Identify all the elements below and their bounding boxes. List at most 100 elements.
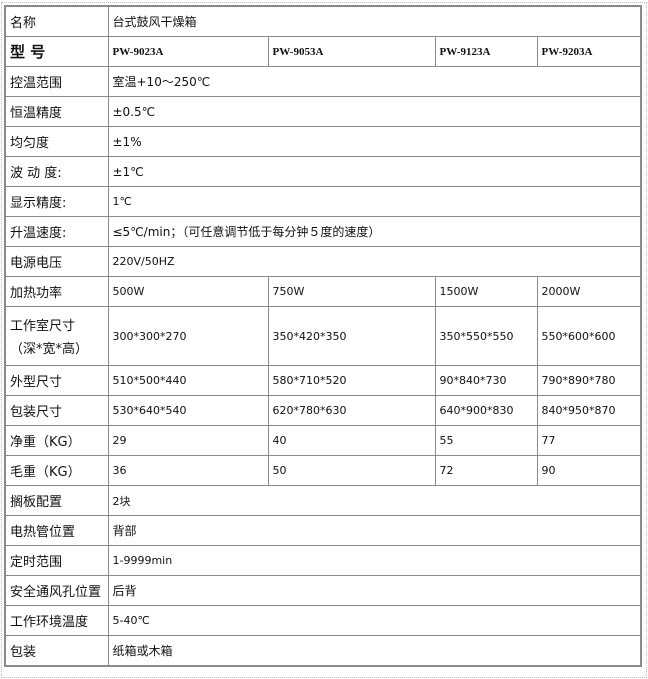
cell-value: 36: [107, 455, 269, 486]
row-label-text: 电源电压: [10, 256, 63, 271]
cell-value: 350*550*550: [434, 306, 538, 366]
cell-value: 29: [107, 425, 269, 456]
row-label-text: 搁板配置: [10, 495, 63, 510]
cell-value: 后背: [107, 575, 642, 606]
row-label: 波 动 度:: [4, 156, 109, 187]
row-label: 电热管位置: [4, 515, 109, 546]
table-row: 安全通风孔位置 后背: [4, 575, 642, 606]
cell-value: ≤5℃/min；（可任意调节低于每分钟５度的速度）: [107, 216, 642, 247]
row-label: 工作环境温度: [4, 605, 109, 636]
table-row: 搁板配置 2块: [4, 485, 642, 516]
cell-value: 840*950*870: [536, 395, 642, 426]
table-row: 电热管位置 背部: [4, 515, 642, 546]
cell-value: 1℃: [107, 186, 642, 217]
row-label: 安全通风孔位置: [4, 575, 109, 606]
row-label: 控温范围: [4, 66, 109, 97]
cell-value: 350*420*350: [267, 306, 436, 366]
cell-value: 640*900*830: [434, 395, 538, 426]
cell-value: 220V/50HZ: [107, 246, 642, 277]
cell-value: 2000W: [536, 276, 642, 307]
row-label: 均匀度: [4, 126, 109, 157]
row-label: 搁板配置: [4, 485, 109, 516]
cell-value: 72: [434, 455, 538, 486]
table-row: 名称 台式鼓风干燥箱: [4, 5, 642, 37]
table-row: 加热功率 500W 750W 1500W 2000W: [4, 276, 642, 307]
cell-value: ±1%: [107, 126, 642, 157]
table-row: 波 动 度: ±1℃: [4, 156, 642, 187]
row-label-text: 定时范围: [10, 555, 63, 570]
row-label-text: 外型尺寸: [10, 375, 63, 390]
cell-value: 台式鼓风干燥箱: [107, 5, 642, 37]
cell-value: 40: [267, 425, 436, 456]
row-label: 恒温精度: [4, 96, 109, 127]
cell-value: 55: [434, 425, 538, 456]
table-row: 工作环境温度 5-40℃: [4, 605, 642, 636]
table-row: 恒温精度 ±0.5℃: [4, 96, 642, 127]
row-label: 加热功率: [4, 276, 109, 307]
row-label-text: 净重（KG）: [10, 435, 81, 450]
spec-table: 名称 台式鼓风干燥箱型 号 PW-9023A PW-9053A PW-9123A PW-9…: [4, 5, 642, 667]
cell-value: PW-9123A: [434, 36, 538, 67]
row-label: 工作室尺寸 （深*宽*高）: [4, 306, 109, 366]
row-label-text: 均匀度: [10, 136, 50, 151]
row-label: 定时范围: [4, 545, 109, 576]
row-label-text: 名称: [10, 16, 37, 31]
cell-value: 510*500*440: [107, 365, 269, 396]
row-label-text: 加热功率: [10, 286, 63, 301]
row-label-text: 型 号: [10, 43, 46, 61]
cell-value: 580*710*520: [267, 365, 436, 396]
cell-value: 550*600*600: [536, 306, 642, 366]
table-row: 毛重（KG） 36 50 72 90: [4, 455, 642, 486]
cell-value: 530*640*540: [107, 395, 269, 426]
cell-value: 纸箱或木箱: [107, 635, 642, 667]
table-row: 定时范围 1-9999min: [4, 545, 642, 576]
row-label-sub: （深*宽*高）: [10, 342, 89, 357]
row-label-text: 电热管位置: [10, 525, 76, 540]
cell-value: 77: [536, 425, 642, 456]
row-label: 显示精度:: [4, 186, 109, 217]
cell-value: ±0.5℃: [107, 96, 642, 127]
cell-value: 750W: [267, 276, 436, 307]
row-label-text: 安全通风孔位置: [10, 585, 102, 600]
row-label-text: 恒温精度: [10, 106, 63, 121]
cell-value: 620*780*630: [267, 395, 436, 426]
row-label-text: 包装尺寸: [10, 405, 63, 420]
row-label-text: 控温范围: [10, 76, 63, 91]
row-label: 净重（KG）: [4, 425, 109, 456]
cell-value: 790*890*780: [536, 365, 642, 396]
cell-value: 90*840*730: [434, 365, 538, 396]
table-row: 电源电压 220V/50HZ: [4, 246, 642, 277]
row-label-text: 显示精度:: [10, 196, 67, 211]
row-label: 型 号: [4, 36, 109, 67]
table-row: 控温范围 室温+10～250℃: [4, 66, 642, 97]
table-row: 均匀度 ±1%: [4, 126, 642, 157]
cell-value: PW-9203A: [536, 36, 642, 67]
cell-value: 5-40℃: [107, 605, 642, 636]
row-label: 毛重（KG）: [4, 455, 109, 486]
cell-value: 背部: [107, 515, 642, 546]
row-label: 电源电压: [4, 246, 109, 277]
cell-value: PW-9053A: [267, 36, 436, 67]
cell-value: 2块: [107, 485, 642, 516]
cell-value: 500W: [107, 276, 269, 307]
row-label: 升温速度:: [4, 216, 109, 247]
row-label: 名称: [4, 5, 109, 37]
table-row: 包装尺寸 530*640*540 620*780*630 640*900*830 840…: [4, 395, 642, 426]
row-label-text: 波 动 度:: [10, 166, 62, 181]
row-label-text: 包装: [10, 645, 37, 660]
cell-value: 90: [536, 455, 642, 486]
row-label-text: 工作环境温度: [10, 615, 89, 630]
row-label-text: 升温速度:: [10, 226, 67, 241]
cell-value: 300*300*270: [107, 306, 269, 366]
row-label-text: 工作室尺寸: [10, 319, 76, 334]
cell-value: 1500W: [434, 276, 538, 307]
table-row: 显示精度: 1℃: [4, 186, 642, 217]
table-row: 净重（KG） 29 40 55 77: [4, 425, 642, 456]
cell-value: PW-9023A: [107, 36, 269, 67]
cell-value: 50: [267, 455, 436, 486]
table-row: 升温速度: ≤5℃/min；（可任意调节低于每分钟５度的速度）: [4, 216, 642, 247]
table-row: 型 号 PW-9023A PW-9053A PW-9123A PW-9203A: [4, 36, 642, 67]
cell-value: ±1℃: [107, 156, 642, 187]
cell-value: 室温+10～250℃: [107, 66, 642, 97]
row-label: 包装: [4, 635, 109, 667]
